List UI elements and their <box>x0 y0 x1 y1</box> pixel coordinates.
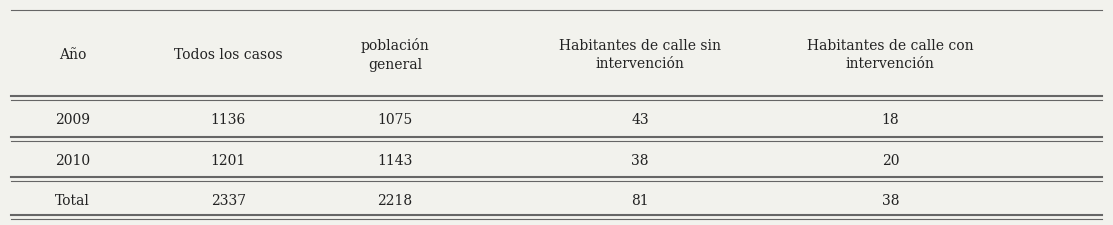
Text: 1075: 1075 <box>377 113 413 127</box>
Text: 43: 43 <box>631 113 649 127</box>
Text: 18: 18 <box>881 113 899 127</box>
Text: 38: 38 <box>631 154 649 168</box>
Text: Año: Año <box>59 48 86 62</box>
Text: 2009: 2009 <box>55 113 90 127</box>
Text: 1143: 1143 <box>377 154 413 168</box>
Text: Habitantes de calle con
intervención: Habitantes de calle con intervención <box>807 39 974 71</box>
Text: Todos los casos: Todos los casos <box>174 48 283 62</box>
Text: Total: Total <box>55 194 90 208</box>
Text: 1201: 1201 <box>210 154 246 168</box>
Text: 20: 20 <box>881 154 899 168</box>
Text: Habitantes de calle sin
intervención: Habitantes de calle sin intervención <box>559 39 721 71</box>
Text: población
general: población general <box>361 38 430 72</box>
Text: 2337: 2337 <box>210 194 246 208</box>
Text: 81: 81 <box>631 194 649 208</box>
Text: 1136: 1136 <box>210 113 246 127</box>
Text: 38: 38 <box>881 194 899 208</box>
Text: 2010: 2010 <box>55 154 90 168</box>
Text: 2218: 2218 <box>377 194 413 208</box>
